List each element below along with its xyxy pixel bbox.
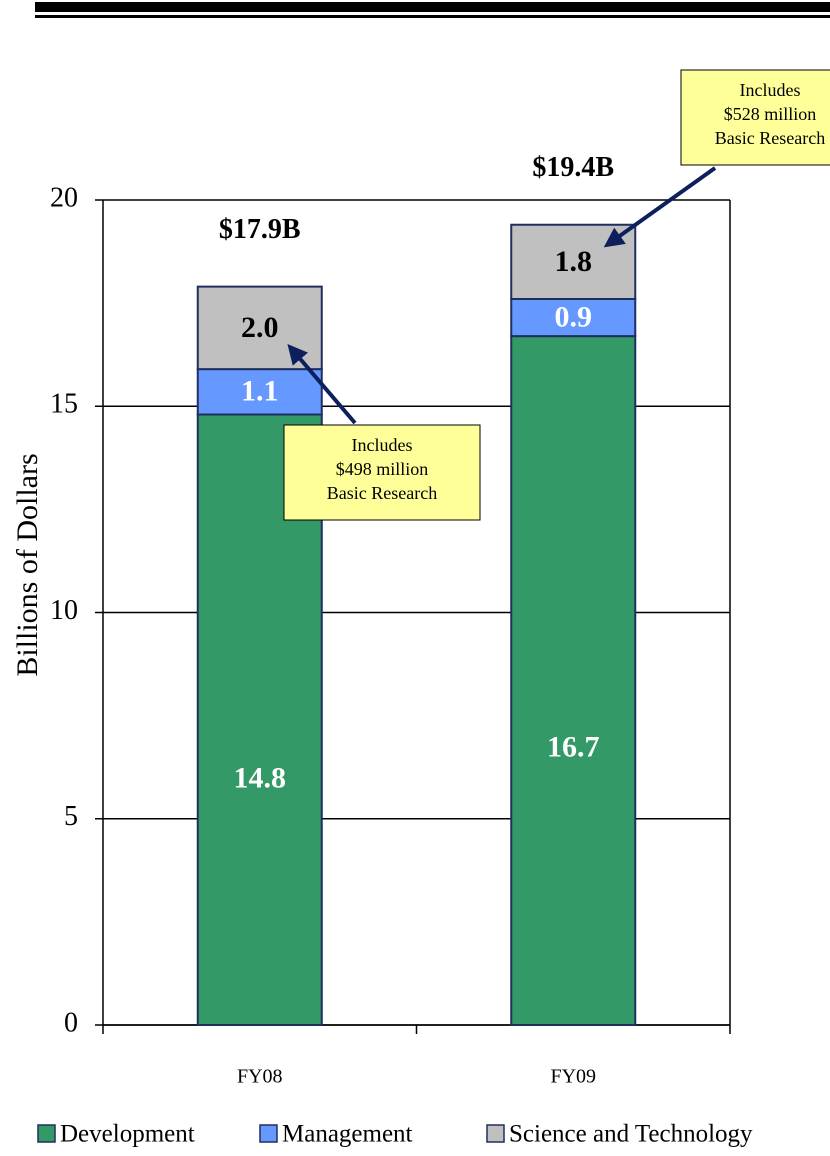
legend-swatch bbox=[37, 1124, 56, 1143]
legend-swatch bbox=[259, 1124, 278, 1143]
header-rule-thin bbox=[35, 15, 830, 18]
y-tick-label: 10 bbox=[50, 595, 78, 626]
value-label: 1.8 bbox=[555, 245, 593, 278]
x-tick-label: FY09 bbox=[550, 1066, 596, 1088]
annotation-text: Basic Research bbox=[715, 128, 825, 148]
header-rule bbox=[35, 2, 830, 12]
y-tick-label: 15 bbox=[50, 389, 78, 420]
value-label: 14.8 bbox=[234, 762, 287, 795]
annotation-text: $528 million bbox=[724, 104, 817, 124]
value-label: 16.7 bbox=[547, 730, 600, 763]
y-tick-label: 0 bbox=[64, 1007, 78, 1038]
legend-label: Science and Technology bbox=[509, 1121, 753, 1148]
bar-segment bbox=[510, 298, 637, 338]
annotation-box bbox=[680, 69, 830, 166]
y-tick-label: 5 bbox=[64, 801, 78, 832]
annotation-text: Basic Research bbox=[327, 483, 437, 503]
annotation-text: Includes bbox=[352, 435, 413, 455]
annotation-arrow bbox=[603, 166, 717, 248]
annotation-text: $498 million bbox=[336, 459, 429, 479]
value-label: 2.0 bbox=[241, 311, 279, 344]
total-label: $17.9B bbox=[219, 214, 301, 245]
legend-label: Management bbox=[282, 1121, 413, 1148]
legend-label: Development bbox=[60, 1121, 195, 1148]
y-tick-label: 20 bbox=[50, 182, 78, 213]
legend-swatch bbox=[486, 1124, 505, 1143]
annotation-box bbox=[283, 424, 481, 521]
bar-segment bbox=[510, 335, 637, 1026]
value-label: 0.9 bbox=[555, 300, 593, 333]
total-label: $19.4B bbox=[532, 152, 614, 183]
annotation-text: Includes bbox=[740, 80, 801, 100]
x-tick-label: FY08 bbox=[237, 1066, 283, 1088]
value-label: 1.1 bbox=[241, 375, 279, 408]
annotation-arrow bbox=[287, 343, 357, 425]
y-axis-label: Billions of Dollars bbox=[11, 453, 44, 676]
